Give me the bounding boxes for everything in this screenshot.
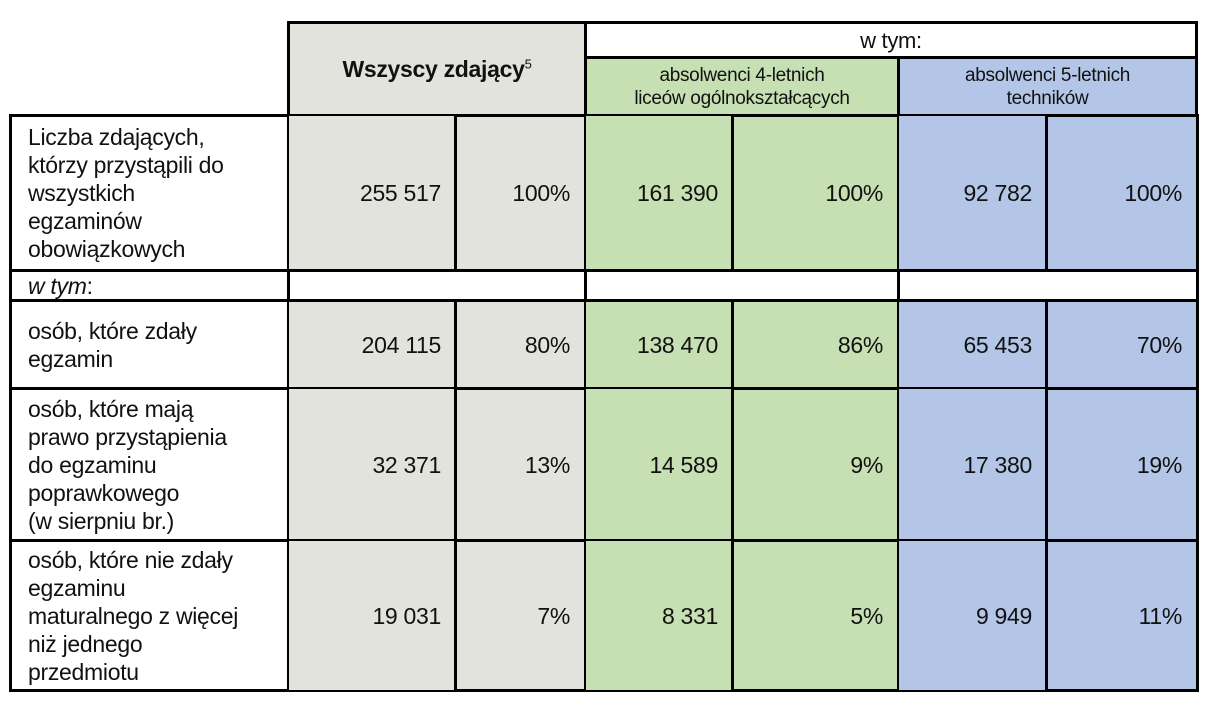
- licea-percent-value: 5%: [850, 602, 883, 629]
- header-technika: absolwenci 5-letnich techników: [897, 56, 1198, 117]
- row-label-text: osób, które mają prawo przystąpienia do …: [28, 395, 227, 534]
- row-label: osób, które nie zdały egzaminu maturalne…: [9, 539, 290, 692]
- row-label-text: osób, które nie zdały egzaminu maturalne…: [28, 546, 239, 685]
- technika-percent-value: 19%: [1136, 451, 1182, 478]
- w-tym-row-technika: [897, 269, 1199, 302]
- technika-count-value: 17 380: [963, 451, 1032, 478]
- all-count-value: 255 517: [359, 180, 441, 206]
- technika-count-value: 92 782: [963, 180, 1032, 206]
- all-count-value: 204 115: [361, 331, 442, 358]
- cell-licea-percent: 86%: [731, 299, 900, 390]
- cell-all-count: 19 031: [287, 539, 457, 692]
- cell-all-percent: 80%: [454, 299, 587, 390]
- cell-licea-percent: 100%: [731, 114, 900, 272]
- all-percent-value: 13%: [524, 451, 570, 478]
- header-all-candidates: Wszyscy zdający5: [287, 21, 587, 117]
- cell-licea-count: 138 470: [584, 299, 734, 390]
- footnote-marker: 5: [524, 56, 532, 72]
- technika-percent-value: 100%: [1124, 180, 1182, 206]
- header-technika-text: absolwenci 5-letnich techników: [964, 64, 1131, 109]
- cell-licea-count: 161 390: [584, 114, 734, 272]
- cell-technika-count: 65 453: [897, 299, 1048, 390]
- row-label: osób, które mają prawo przystąpienia do …: [9, 387, 290, 542]
- row-label: Liczba zdających, którzy przystąpili do …: [9, 114, 290, 272]
- header-w-tym-text: w tym:: [860, 27, 922, 53]
- all-count-value: 19 031: [372, 602, 441, 629]
- header-licea-text: absolwenci 4-letnich liceów ogólnokształ…: [634, 64, 850, 109]
- cell-all-percent: 100%: [454, 114, 587, 272]
- all-count-value: 32 371: [372, 451, 441, 478]
- cell-licea-percent: 9%: [731, 387, 900, 542]
- cell-all-count: 255 517: [287, 114, 457, 272]
- cell-licea-count: 14 589: [584, 387, 734, 542]
- row-label-text: osób, które zdały egzamin: [28, 317, 197, 372]
- licea-count-value: 138 470: [636, 331, 718, 358]
- header-all-label: Wszyscy zdający5: [342, 55, 531, 83]
- header-all-text: Wszyscy zdający: [342, 56, 525, 82]
- cell-technika-count: 9 949: [897, 539, 1048, 692]
- header-licea: absolwenci 4-letnich liceów ogólnokształ…: [584, 56, 900, 117]
- cell-all-count: 32 371: [287, 387, 457, 542]
- technika-percent-value: 11%: [1138, 602, 1183, 629]
- w-tym-row-label: w tym:: [9, 269, 290, 302]
- cell-licea-percent: 5%: [731, 539, 900, 692]
- cell-all-count: 204 115: [287, 299, 457, 390]
- cell-all-percent: 13%: [454, 387, 587, 542]
- licea-percent-value: 86%: [837, 331, 883, 358]
- cell-technika-percent: 11%: [1045, 539, 1199, 692]
- cell-technika-count: 92 782: [897, 114, 1048, 272]
- licea-count-value: 14 589: [649, 451, 718, 478]
- cell-technika-percent: 19%: [1045, 387, 1199, 542]
- row-label: osób, które zdały egzamin: [9, 299, 290, 390]
- cell-technika-count: 17 380: [897, 387, 1048, 542]
- w-tym-italic: w tym: [28, 272, 87, 299]
- row-label-text: Liczba zdających, którzy przystąpili do …: [28, 124, 224, 262]
- cell-all-percent: 7%: [454, 539, 587, 692]
- header-w-tym: w tym:: [584, 21, 1198, 59]
- licea-percent-value: 9%: [850, 451, 883, 478]
- all-percent-value: 100%: [512, 180, 570, 206]
- technika-percent-value: 70%: [1136, 331, 1182, 358]
- w-tym-row-all: [287, 269, 587, 302]
- w-tym-row-licea: [584, 269, 900, 302]
- licea-count-value: 161 390: [636, 180, 718, 206]
- cell-technika-percent: 100%: [1045, 114, 1199, 272]
- technika-count-value: 9 949: [975, 602, 1032, 629]
- cell-technika-percent: 70%: [1045, 299, 1199, 390]
- all-percent-value: 80%: [524, 331, 570, 358]
- w-tym-colon: :: [86, 272, 93, 299]
- all-percent-value: 7%: [537, 602, 570, 629]
- technika-count-value: 65 453: [963, 331, 1032, 358]
- cell-licea-count: 8 331: [584, 539, 734, 692]
- licea-percent-value: 100%: [825, 180, 883, 206]
- licea-count-value: 8 331: [661, 602, 718, 629]
